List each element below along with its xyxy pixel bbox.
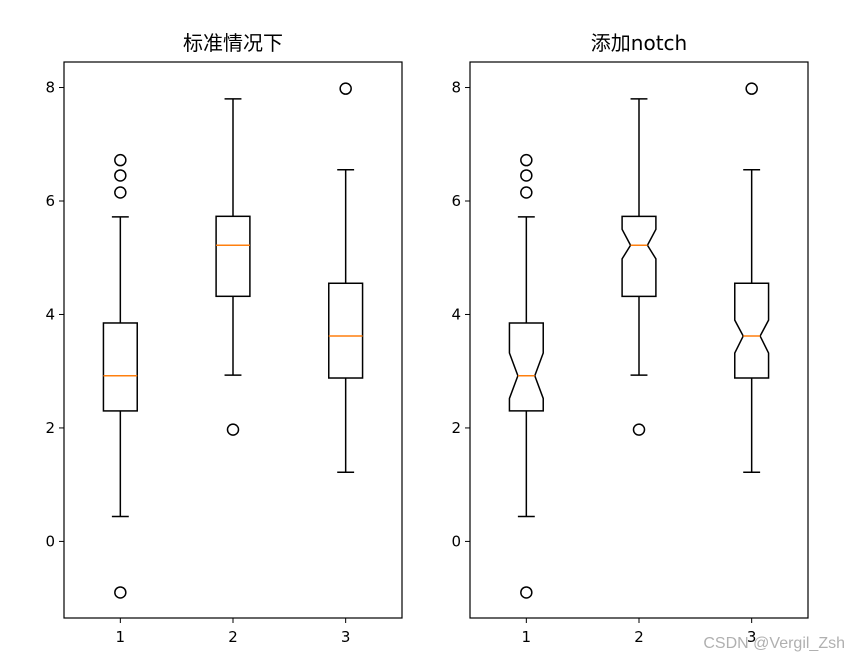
x-tick-label: 3 bbox=[341, 628, 351, 646]
box-1 bbox=[508, 153, 544, 599]
flier-point bbox=[520, 153, 533, 167]
box-1 bbox=[102, 153, 138, 599]
box-body bbox=[621, 215, 657, 298]
y-tick-label: 4 bbox=[45, 305, 55, 323]
flier-point bbox=[114, 586, 127, 599]
watermark: CSDN @Vergil_Zsh bbox=[703, 635, 845, 652]
y-tick-label: 6 bbox=[45, 192, 55, 210]
y-tick-label: 8 bbox=[451, 79, 461, 97]
box-2 bbox=[215, 98, 251, 436]
box-body bbox=[328, 282, 364, 379]
box-3 bbox=[734, 82, 770, 473]
flier-point bbox=[520, 586, 533, 599]
y-tick-label: 2 bbox=[45, 419, 55, 437]
box-body bbox=[102, 322, 138, 412]
y-tick-label: 0 bbox=[451, 532, 461, 550]
x-tick-label: 2 bbox=[228, 628, 238, 646]
subplot-2: 添加notch 0 2 4 6 8 1 2 3 bbox=[451, 31, 809, 646]
box-3 bbox=[328, 82, 364, 473]
x-tick-label: 1 bbox=[522, 628, 532, 646]
flier-point bbox=[114, 153, 127, 167]
flier-point bbox=[226, 423, 240, 436]
x-tick-label: 2 bbox=[634, 628, 644, 646]
flier-point bbox=[520, 186, 533, 199]
subplot-1: 标准情况下 0 2 4 6 8 1 2 3 bbox=[45, 31, 403, 646]
flier-point bbox=[339, 82, 352, 95]
box-body bbox=[508, 322, 544, 412]
box-body bbox=[215, 215, 251, 298]
flier-point bbox=[520, 169, 533, 182]
box-2 bbox=[621, 98, 657, 436]
flier-point bbox=[114, 169, 127, 182]
chart-title: 标准情况下 bbox=[183, 31, 283, 55]
y-tick-label: 6 bbox=[451, 192, 461, 210]
x-tick-label: 3 bbox=[747, 628, 757, 646]
y-tick-label: 8 bbox=[45, 79, 55, 97]
x-tick-label: 1 bbox=[116, 628, 126, 646]
chart-title: 添加notch bbox=[591, 31, 687, 55]
flier-point bbox=[745, 82, 758, 95]
flier-point bbox=[632, 423, 646, 436]
y-tick-label: 2 bbox=[451, 419, 461, 437]
box-body bbox=[734, 282, 770, 379]
y-tick-label: 4 bbox=[451, 305, 461, 323]
flier-point bbox=[114, 186, 127, 199]
y-tick-label: 0 bbox=[45, 532, 55, 550]
